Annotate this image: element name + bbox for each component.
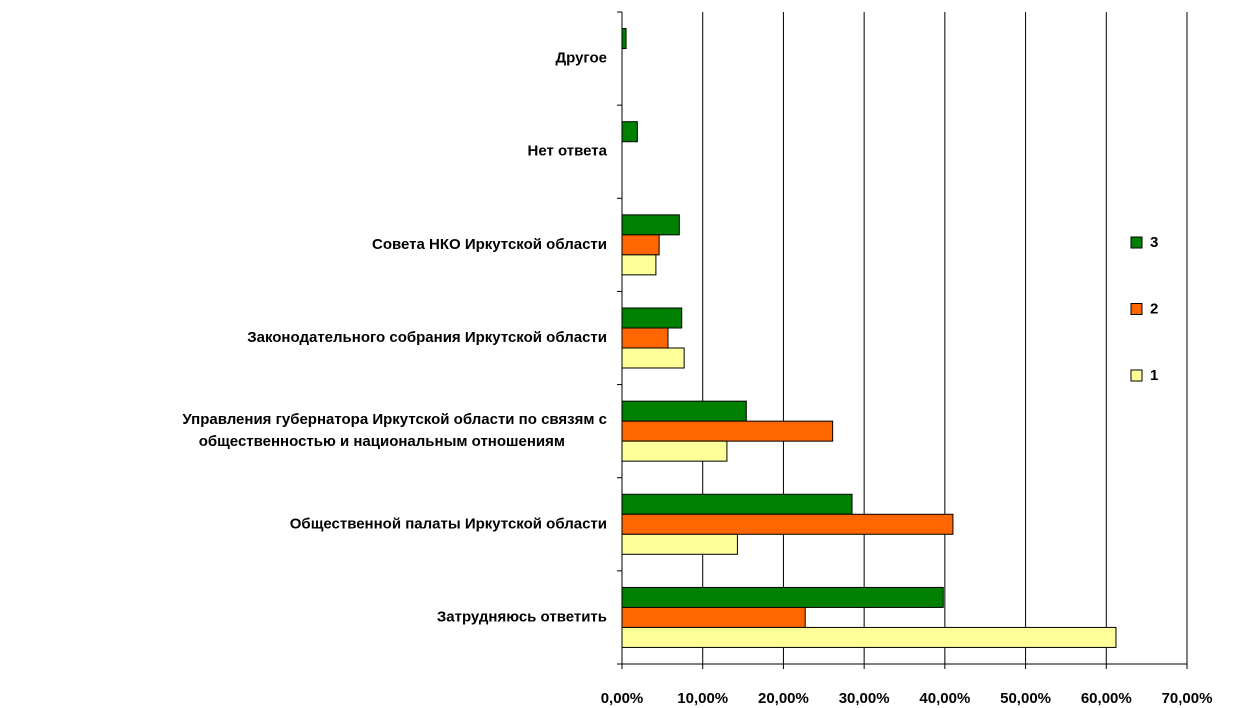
legend-swatch: [1130, 303, 1143, 315]
y-tick-label: Затрудняюсь ответить: [437, 608, 607, 625]
bar: [621, 606, 806, 628]
y-tick-label: Совета НКО Иркутской области: [372, 236, 607, 253]
x-tick-label: 40,00%: [919, 690, 970, 707]
bar: [621, 327, 669, 349]
x-tick-label: 70,00%: [1162, 690, 1213, 707]
y-tick-label: Нет ответа: [528, 143, 608, 160]
bar: [621, 234, 660, 256]
legend-label: 2: [1150, 300, 1158, 317]
x-tick-label: 0,00%: [601, 690, 644, 707]
bar: [621, 626, 1117, 648]
bar: [621, 440, 728, 462]
y-tick-label: Другое: [555, 50, 607, 67]
bar: [621, 347, 685, 369]
legend-label: 3: [1150, 234, 1158, 251]
x-tick-label: 10,00%: [677, 690, 728, 707]
bar: [621, 533, 738, 555]
bar: [621, 420, 834, 442]
legend-swatch: [1130, 236, 1143, 249]
bar: [621, 586, 944, 608]
bar: [621, 214, 680, 236]
legend-swatch: [1130, 369, 1143, 382]
legend-label: 1: [1150, 367, 1158, 384]
bar: [621, 493, 853, 515]
x-tick-label: 20,00%: [758, 690, 809, 707]
x-tick-label: 50,00%: [1000, 690, 1051, 707]
bar: [621, 513, 954, 535]
bar: [621, 28, 627, 50]
bar: [621, 307, 683, 329]
bar: [621, 400, 747, 422]
x-tick-label: 60,00%: [1081, 690, 1132, 707]
y-tick-label: Управления губернатора Иркутской области…: [182, 411, 607, 450]
y-tick-label: Законодательного собрания Иркутской обла…: [247, 329, 607, 346]
x-tick-label: 30,00%: [839, 690, 890, 707]
bar: [621, 121, 638, 143]
y-tick-label: Общественной палаты Иркутской области: [290, 515, 607, 532]
bar: [621, 254, 657, 276]
